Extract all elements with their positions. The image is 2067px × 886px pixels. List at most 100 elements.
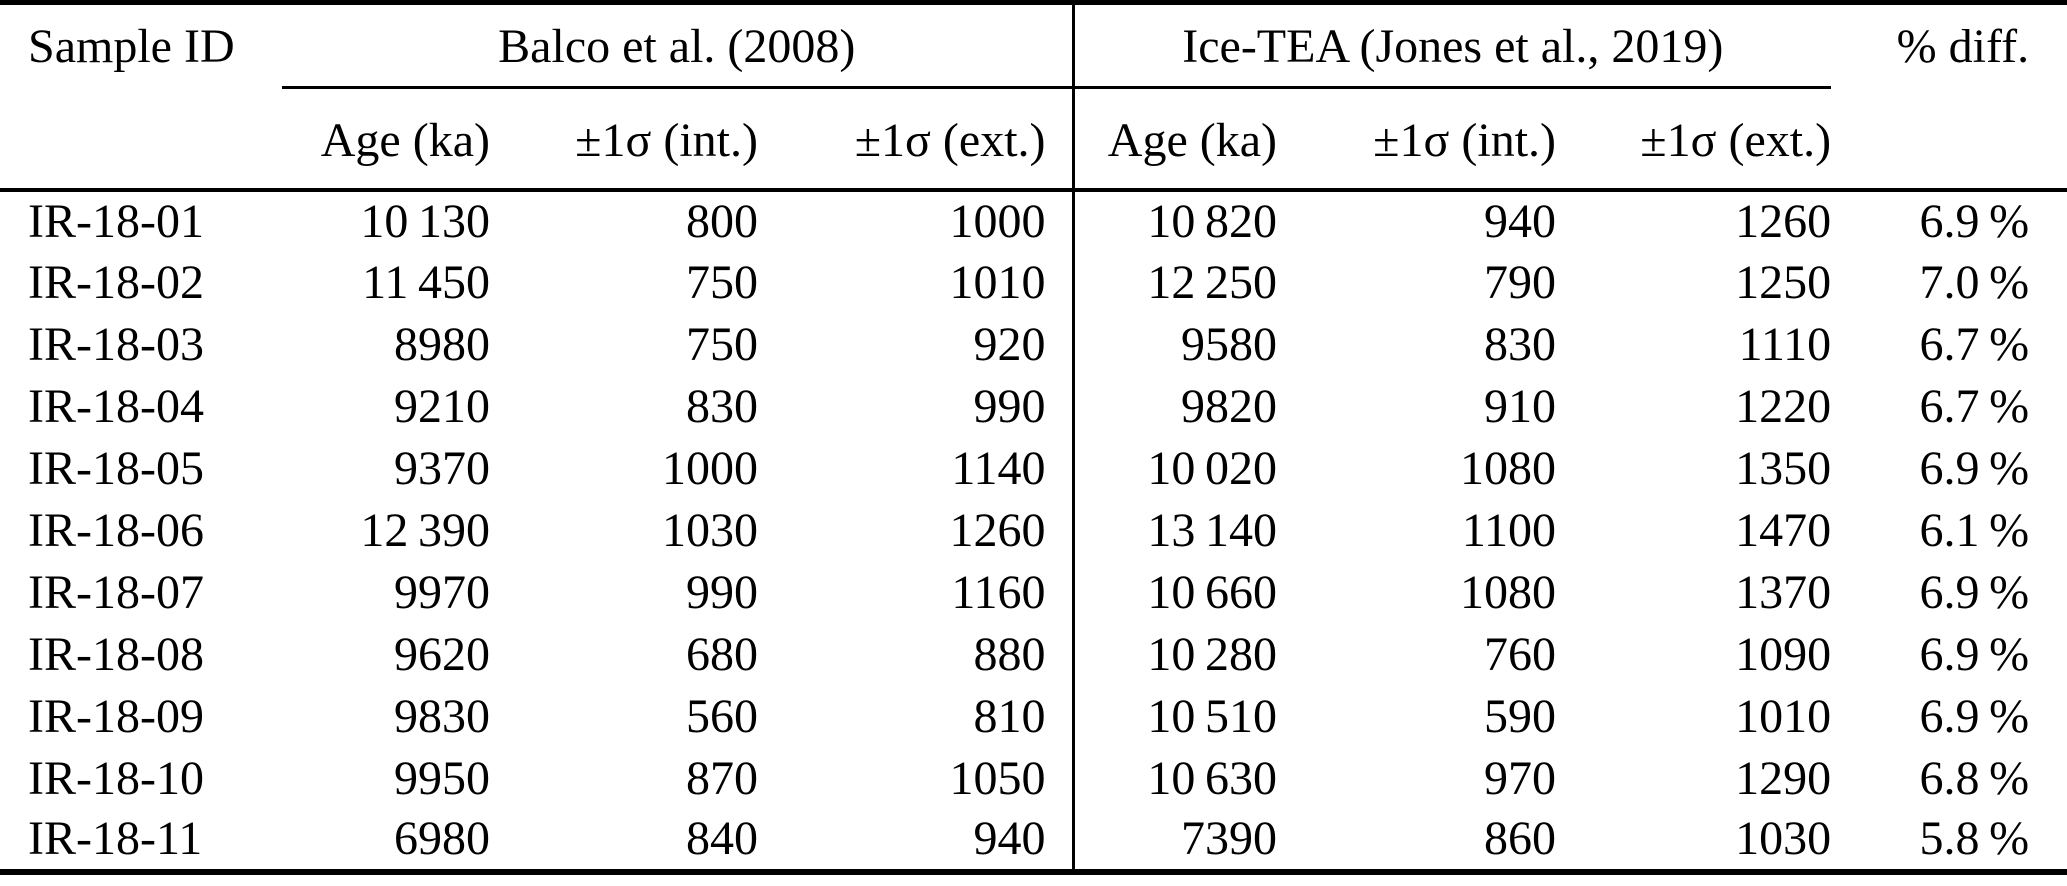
cell-balco-age: 9370: [394, 441, 490, 495]
cell-balco-ext: 1140: [951, 441, 1046, 495]
table-row: IR-18-07 9970 990 1160 10 660 1080 1370 …: [0, 561, 2067, 624]
cell-sample-id: IR-18-09: [28, 689, 204, 743]
cell-balco-age: 6980: [394, 812, 490, 865]
cell-pct-diff: 6.7 %: [1919, 379, 2030, 433]
cell-icetea-ext: 1260: [1735, 194, 1832, 248]
table-row: IR-18-04 9210 830 990 9820 910 1220 6.7 …: [0, 375, 2067, 438]
cell-icetea-ext: 1030: [1735, 812, 1832, 865]
cell-icetea-age: 12 250: [1071, 251, 1278, 314]
cell-icetea-age: 9580: [1071, 313, 1278, 376]
cell-icetea-int: 970: [1484, 751, 1557, 805]
cell-balco-int: 830: [686, 379, 758, 433]
cell-sample-id: IR-18-05: [28, 441, 204, 495]
col-header-balco-ext: ±1σ (ext.): [758, 87, 1074, 192]
cell-icetea-age: 10 280: [1071, 623, 1278, 686]
cell-balco-ext: 880: [973, 627, 1046, 681]
cell-balco-int: 870: [686, 751, 758, 805]
cell-icetea-int: 1080: [1460, 441, 1557, 495]
table-row: IR-18-08 9620 680 880 10 280 760 1090 6.…: [0, 623, 2067, 686]
cell-icetea-age: 13 140: [1071, 499, 1278, 562]
cell-icetea-ext: 1470: [1735, 503, 1832, 557]
cell-balco-age: 9950: [394, 751, 490, 805]
cell-balco-int: 1000: [662, 441, 758, 495]
cell-balco-int: 680: [686, 627, 758, 681]
cell-pct-diff: 6.9 %: [1919, 194, 2030, 248]
cell-sample-id: IR-18-11: [28, 812, 203, 865]
table-row: IR-18-10 9950 870 1050 10 630 970 1290 6…: [0, 747, 2067, 810]
cell-sample-id: IR-18-03: [28, 317, 204, 371]
table-row: IR-18-11 6980 840 940 7390 860 1030 5.8 …: [0, 809, 2067, 872]
cell-balco-int: 560: [686, 689, 758, 743]
table-row: IR-18-05 9370 1000 1140 10 020 1080 1350…: [0, 437, 2067, 500]
cell-balco-int: 750: [686, 255, 758, 309]
cell-sample-id: IR-18-01: [28, 194, 204, 248]
table-row: IR-18-02 11 450 750 1010 12 250 790 1250…: [0, 251, 2067, 314]
cell-icetea-int: 1080: [1460, 565, 1557, 619]
table-row: IR-18-09 9830 560 810 10 510 590 1010 6.…: [0, 685, 2067, 748]
col-header-pct-diff: % diff.: [1831, 2, 2067, 192]
cell-balco-age: 9970: [394, 565, 490, 619]
table-body: IR-18-01 10 130 800 1000 10 820 940 1260…: [0, 189, 2067, 872]
cell-pct-diff: 6.9 %: [1919, 627, 2030, 681]
cell-icetea-ext: 1350: [1735, 441, 1832, 495]
cell-pct-diff: 6.8 %: [1919, 751, 2030, 805]
table-row: IR-18-03 8980 750 920 9580 830 1110 6.7 …: [0, 313, 2067, 376]
cell-icetea-age: 10 660: [1071, 561, 1278, 624]
cell-icetea-ext: 1290: [1735, 751, 1832, 805]
cell-sample-id: IR-18-02: [28, 255, 204, 309]
cell-sample-id: IR-18-06: [28, 503, 204, 557]
cell-icetea-age: 10 510: [1071, 685, 1278, 748]
cell-pct-diff: 6.9 %: [1919, 565, 2030, 619]
table-row: IR-18-01 10 130 800 1000 10 820 940 1260…: [0, 189, 2067, 252]
cell-icetea-age: 10 020: [1071, 437, 1278, 500]
cell-icetea-ext: 1010: [1735, 689, 1832, 743]
cell-balco-int: 1030: [662, 503, 758, 557]
cell-sample-id: IR-18-08: [28, 627, 204, 681]
cell-sample-id: IR-18-04: [28, 379, 204, 433]
col-header-balco-int: ±1σ (int.): [490, 87, 758, 192]
cell-balco-age: 9830: [394, 689, 490, 743]
cell-balco-age: 8980: [394, 317, 490, 371]
table-row: IR-18-06 12 390 1030 1260 13 140 1100 14…: [0, 499, 2067, 562]
cell-icetea-ext: 1110: [1738, 317, 1832, 371]
cell-icetea-int: 910: [1484, 379, 1557, 433]
cell-balco-ext: 1000: [949, 194, 1046, 248]
table-header: Sample ID Balco et al. (2008) Ice-TEA (J…: [0, 2, 2067, 192]
cell-balco-ext: 940: [973, 812, 1046, 865]
cell-icetea-age: 7390: [1071, 809, 1278, 872]
cell-pct-diff: 7.0 %: [1919, 255, 2030, 309]
group-header-row: Sample ID Balco et al. (2008) Ice-TEA (J…: [0, 2, 2067, 192]
cell-balco-int: 990: [686, 565, 758, 619]
cell-icetea-age: 9820: [1071, 375, 1278, 438]
cell-sample-id: IR-18-07: [28, 565, 204, 619]
cell-icetea-int: 1100: [1461, 503, 1557, 557]
cell-icetea-ext: 1370: [1735, 565, 1832, 619]
cell-sample-id: IR-18-10: [28, 751, 204, 805]
cell-balco-ext: 810: [973, 689, 1046, 743]
cell-balco-age: 11 450: [362, 255, 490, 309]
cell-balco-age: 12 390: [360, 503, 490, 557]
col-header-icetea-age: Age (ka): [1071, 87, 1278, 192]
cell-icetea-int: 830: [1484, 317, 1557, 371]
cell-icetea-ext: 1220: [1735, 379, 1832, 433]
cell-icetea-int: 790: [1484, 255, 1557, 309]
cell-balco-ext: 1010: [949, 255, 1046, 309]
cell-pct-diff: 6.9 %: [1919, 441, 2030, 495]
col-header-sample-id: Sample ID: [0, 2, 282, 192]
cell-balco-ext: 1260: [949, 503, 1046, 557]
cell-pct-diff: 6.7 %: [1919, 317, 2030, 371]
group-header-balco: Balco et al. (2008): [282, 2, 1074, 89]
cell-icetea-ext: 1250: [1735, 255, 1832, 309]
cell-icetea-int: 860: [1484, 812, 1557, 865]
cell-icetea-age: 10 820: [1071, 189, 1278, 252]
group-header-icetea: Ice-TEA (Jones et al., 2019): [1071, 2, 1832, 89]
sub-header-row: Age (ka) ±1σ (int.) ±1σ (ext.) Age (ka) …: [0, 87, 2067, 192]
cell-balco-int: 800: [686, 194, 758, 248]
cell-pct-diff: 6.1 %: [1919, 503, 2030, 557]
cell-balco-ext: 1160: [951, 565, 1046, 619]
col-header-icetea-int: ±1σ (int.): [1277, 87, 1557, 192]
col-header-icetea-ext: ±1σ (ext.): [1556, 87, 1832, 192]
cell-pct-diff: 6.9 %: [1919, 689, 2030, 743]
